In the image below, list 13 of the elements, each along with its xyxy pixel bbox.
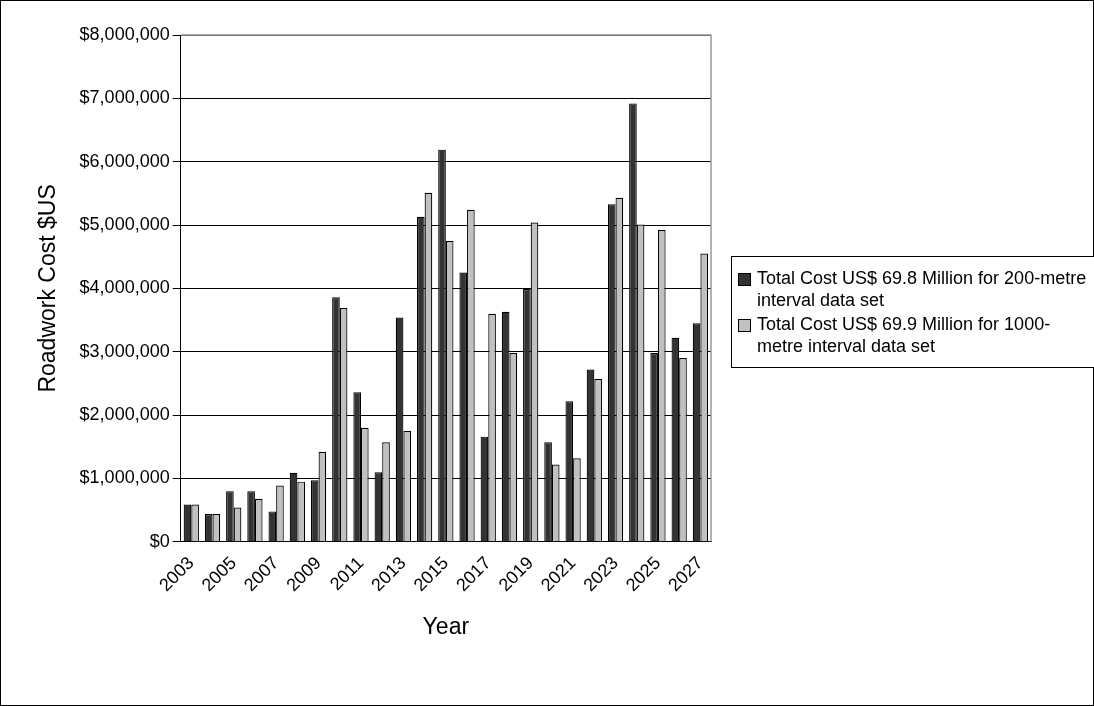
y-tick-label: $0	[149, 530, 170, 551]
y-tick-label: $1,000,000	[79, 467, 170, 488]
y-tick-label: $3,000,000	[79, 340, 170, 361]
y-tick-label: $5,000,000	[79, 214, 170, 235]
legend-label: Total Cost US$ 69.8 Million for 200-metre interval data set	[757, 267, 1088, 311]
y-axis-title: Roadwork Cost $US	[34, 184, 61, 393]
y-tick-label: $4,000,000	[79, 277, 170, 298]
y-tick-label: $6,000,000	[79, 150, 170, 171]
y-tick-label: $7,000,000	[79, 87, 170, 108]
x-axis-title: Year	[422, 612, 470, 639]
y-tick-label: $2,000,000	[79, 404, 170, 425]
legend-label: Total Cost US$ 69.9 Million for 1000-metre interval data set	[757, 313, 1052, 357]
y-tick-label: $8,000,000	[79, 23, 170, 44]
